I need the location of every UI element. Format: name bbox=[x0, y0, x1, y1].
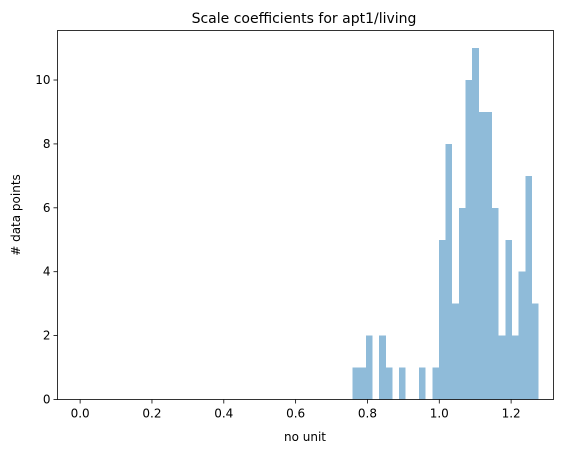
histogram-bar bbox=[452, 303, 459, 400]
x-tick-label: 0.0 bbox=[71, 407, 90, 421]
histogram-bar bbox=[379, 335, 386, 400]
plot-frame bbox=[57, 30, 554, 400]
y-tick-label: 0 bbox=[43, 393, 51, 407]
x-tick-label: 0.6 bbox=[286, 407, 305, 421]
histogram-bar bbox=[365, 335, 373, 400]
x-tick-label: 0.8 bbox=[358, 407, 377, 421]
histogram-bar bbox=[385, 367, 393, 400]
histogram-bar bbox=[505, 239, 513, 400]
x-tick-label: 1.0 bbox=[430, 407, 449, 421]
y-tick-label: 8 bbox=[43, 137, 51, 151]
histogram-bar bbox=[352, 367, 360, 400]
x-axis-ticks: 0.0 0.2 0.4 0.6 0.8 1.0 1.2 bbox=[71, 399, 521, 421]
histogram-bar bbox=[458, 207, 466, 400]
y-tick-label: 4 bbox=[43, 265, 51, 279]
histogram-bar bbox=[399, 367, 406, 400]
y-axis-ticks: 0 2 4 6 8 10 bbox=[35, 73, 58, 407]
histogram-bar bbox=[472, 48, 479, 400]
y-axis-label: # data points bbox=[9, 174, 23, 256]
x-tick-label: 0.2 bbox=[142, 407, 161, 421]
chart-title: Scale coefficients for apt1/living bbox=[192, 11, 417, 27]
histogram-bar bbox=[531, 303, 539, 400]
histogram-bar bbox=[359, 367, 366, 400]
histogram-bar bbox=[498, 335, 506, 400]
x-tick-label: 1.2 bbox=[502, 407, 521, 421]
histogram-bar bbox=[465, 80, 473, 400]
histogram-bar bbox=[445, 143, 453, 400]
histogram-bar bbox=[492, 207, 499, 400]
histogram-bar bbox=[485, 111, 493, 400]
histogram-bar bbox=[432, 367, 439, 400]
x-tick-label: 0.4 bbox=[214, 407, 233, 421]
y-tick-label: 6 bbox=[43, 201, 51, 215]
histogram-bar bbox=[525, 175, 532, 400]
x-axis-label: no unit bbox=[284, 430, 326, 444]
histogram-bars bbox=[352, 48, 539, 400]
y-tick-label: 2 bbox=[43, 329, 51, 343]
histogram-bar bbox=[512, 335, 519, 400]
histogram-bar bbox=[478, 111, 486, 400]
histogram-bar bbox=[438, 239, 446, 400]
histogram-bar bbox=[418, 367, 426, 400]
histogram-bar bbox=[518, 271, 526, 400]
y-tick-label: 10 bbox=[35, 73, 50, 87]
